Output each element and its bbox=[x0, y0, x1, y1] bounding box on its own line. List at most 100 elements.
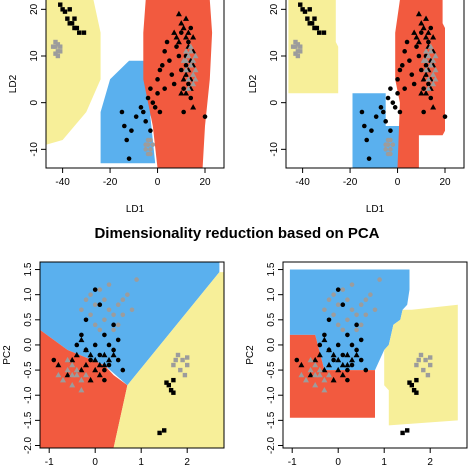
lda-left-point-triangle bbox=[183, 34, 190, 40]
lda-right-point-square bbox=[312, 25, 317, 31]
pca-left-point-circle bbox=[134, 277, 139, 282]
lda-right-point-circle bbox=[395, 77, 400, 82]
pca-right-point-circle bbox=[340, 352, 346, 358]
lda-left-point-triangle bbox=[192, 76, 199, 82]
lda-right-y-axis-label: LD2 bbox=[248, 74, 259, 93]
pca-right-y-tick-label: 1.0 bbox=[266, 287, 277, 301]
lda-left-y-tick-label: -10 bbox=[29, 142, 40, 157]
pca-left-point-triangle bbox=[110, 351, 117, 358]
pca-right-point-circle bbox=[340, 327, 346, 333]
lda-right-point-square bbox=[307, 21, 312, 26]
pca-left-point-circle bbox=[74, 342, 80, 348]
pca-left-point-square bbox=[171, 390, 176, 395]
pca-right-point-square bbox=[416, 357, 421, 363]
lda-left-point-square bbox=[53, 51, 58, 56]
pca-left-point-triangle bbox=[64, 366, 71, 373]
pca-left-point-triangle bbox=[83, 346, 89, 353]
pca-left-point-circle bbox=[92, 322, 98, 328]
pca-right-point-circle bbox=[349, 307, 355, 313]
pca-left-point-triangle bbox=[87, 351, 94, 358]
lda-left-point-circle bbox=[138, 105, 144, 110]
pca-right-point-circle bbox=[354, 347, 359, 353]
lda-right-point-circle bbox=[428, 25, 434, 31]
lda-right-point-circle bbox=[392, 105, 398, 110]
pca-left-point-circle bbox=[102, 377, 107, 383]
lda-left-point-square bbox=[53, 44, 58, 49]
pca-right-point-triangle bbox=[339, 371, 346, 378]
pca-right-point-circle bbox=[345, 367, 350, 373]
lda-left-point-circle bbox=[164, 39, 170, 45]
lda-right-point-circle bbox=[423, 63, 429, 68]
lda-right-point-square bbox=[321, 30, 327, 35]
pca-left-point-triangle bbox=[69, 381, 76, 388]
pca-right-region-red bbox=[289, 334, 375, 418]
lda-right-point-circle bbox=[421, 86, 426, 91]
lda-right-point-circle bbox=[416, 53, 422, 59]
pca-right-point-triangle bbox=[326, 371, 332, 378]
lda-right-y-tick-label: -10 bbox=[269, 142, 280, 157]
pca-right-point-triangle bbox=[326, 361, 332, 368]
pca-right-y-tick-label: 1.5 bbox=[266, 262, 277, 276]
lda-right-point-circle bbox=[362, 123, 367, 129]
pca-left-y-tick-label: -1.5 bbox=[23, 411, 34, 429]
pca-right-point-circle bbox=[358, 357, 364, 363]
lda-left-point-circle bbox=[157, 67, 163, 73]
pca-left-point-triangle bbox=[69, 361, 76, 368]
pca-right-point-circle bbox=[317, 342, 323, 348]
lda-left-point-triangle bbox=[185, 29, 192, 35]
lda-left-point-triangle bbox=[190, 34, 197, 40]
lda-left-point-circle bbox=[133, 114, 139, 119]
pca-left-y-tick-label: -2.0 bbox=[23, 436, 34, 454]
pca-left-point-circle bbox=[51, 357, 57, 363]
lda-left-point-circle bbox=[169, 72, 175, 77]
pca-right-point-triangle bbox=[326, 346, 332, 353]
lda-right-point-square bbox=[317, 30, 322, 35]
pca-right-point-circle bbox=[345, 297, 350, 303]
lda-left-point-circle bbox=[202, 114, 208, 119]
lda-right-point-circle bbox=[411, 81, 417, 87]
lda-right-point-triangle bbox=[418, 90, 425, 96]
lda-right-point-square bbox=[293, 39, 298, 45]
lda-right-point-triangle bbox=[423, 15, 430, 21]
lda-left-point-square bbox=[58, 44, 63, 49]
lda-left-point-circle bbox=[119, 109, 125, 115]
lda-right-point-circle bbox=[409, 72, 415, 77]
lda-left-point-triangle bbox=[175, 38, 182, 45]
pca-left-point-circle bbox=[106, 362, 112, 368]
pca-right-point-circle bbox=[349, 362, 355, 368]
lda-right-point-circle bbox=[388, 137, 393, 143]
pca-left-point-triangle bbox=[78, 366, 85, 373]
lda-right-point-triangle bbox=[415, 38, 422, 45]
lda-left-point-triangle bbox=[173, 34, 180, 40]
pca-right-point-triangle bbox=[349, 356, 355, 363]
lda-left-point-square bbox=[50, 44, 56, 49]
pca-right-y-tick-label: 0.0 bbox=[266, 338, 277, 352]
pca-left-y-tick-label: 1.0 bbox=[23, 287, 34, 301]
lda-right-point-triangle bbox=[425, 76, 432, 82]
pca-right-point-circle bbox=[340, 302, 346, 308]
lda-right-point-triangle bbox=[430, 104, 437, 110]
lda-right-point-triangle bbox=[423, 48, 430, 54]
pca-right-point-circle bbox=[345, 332, 350, 338]
pca-left-point-triangle bbox=[87, 376, 94, 383]
lda-left-point-circle bbox=[129, 128, 134, 133]
pca-left-point-triangle bbox=[55, 361, 62, 368]
lda-left-point-triangle bbox=[178, 90, 185, 96]
pca-left-point-square bbox=[182, 372, 188, 378]
lda-left-point-circle bbox=[186, 81, 191, 87]
lda-right-x-tick-label: -40 bbox=[295, 177, 310, 188]
pca-left-point-square bbox=[171, 362, 176, 368]
pca-left-point-square bbox=[164, 380, 169, 385]
lda-left-point-circle bbox=[178, 30, 184, 35]
lda-left-point-triangle bbox=[185, 85, 192, 91]
pca-left-point-square bbox=[166, 382, 171, 388]
pca-left-frame bbox=[39, 261, 225, 449]
pca-left-point-circle bbox=[83, 317, 89, 323]
lda-left-point-square bbox=[69, 21, 75, 26]
pca-right-point-circle bbox=[363, 312, 369, 318]
pca-left-y-axis-label: PC2 bbox=[2, 345, 13, 365]
lda-left-x-tick-label: -40 bbox=[55, 177, 70, 188]
lda-right-region-blue bbox=[352, 93, 403, 168]
pca-right-x-tick-label: 1 bbox=[381, 457, 387, 468]
lda-right-x-tick-label: 20 bbox=[439, 177, 451, 188]
